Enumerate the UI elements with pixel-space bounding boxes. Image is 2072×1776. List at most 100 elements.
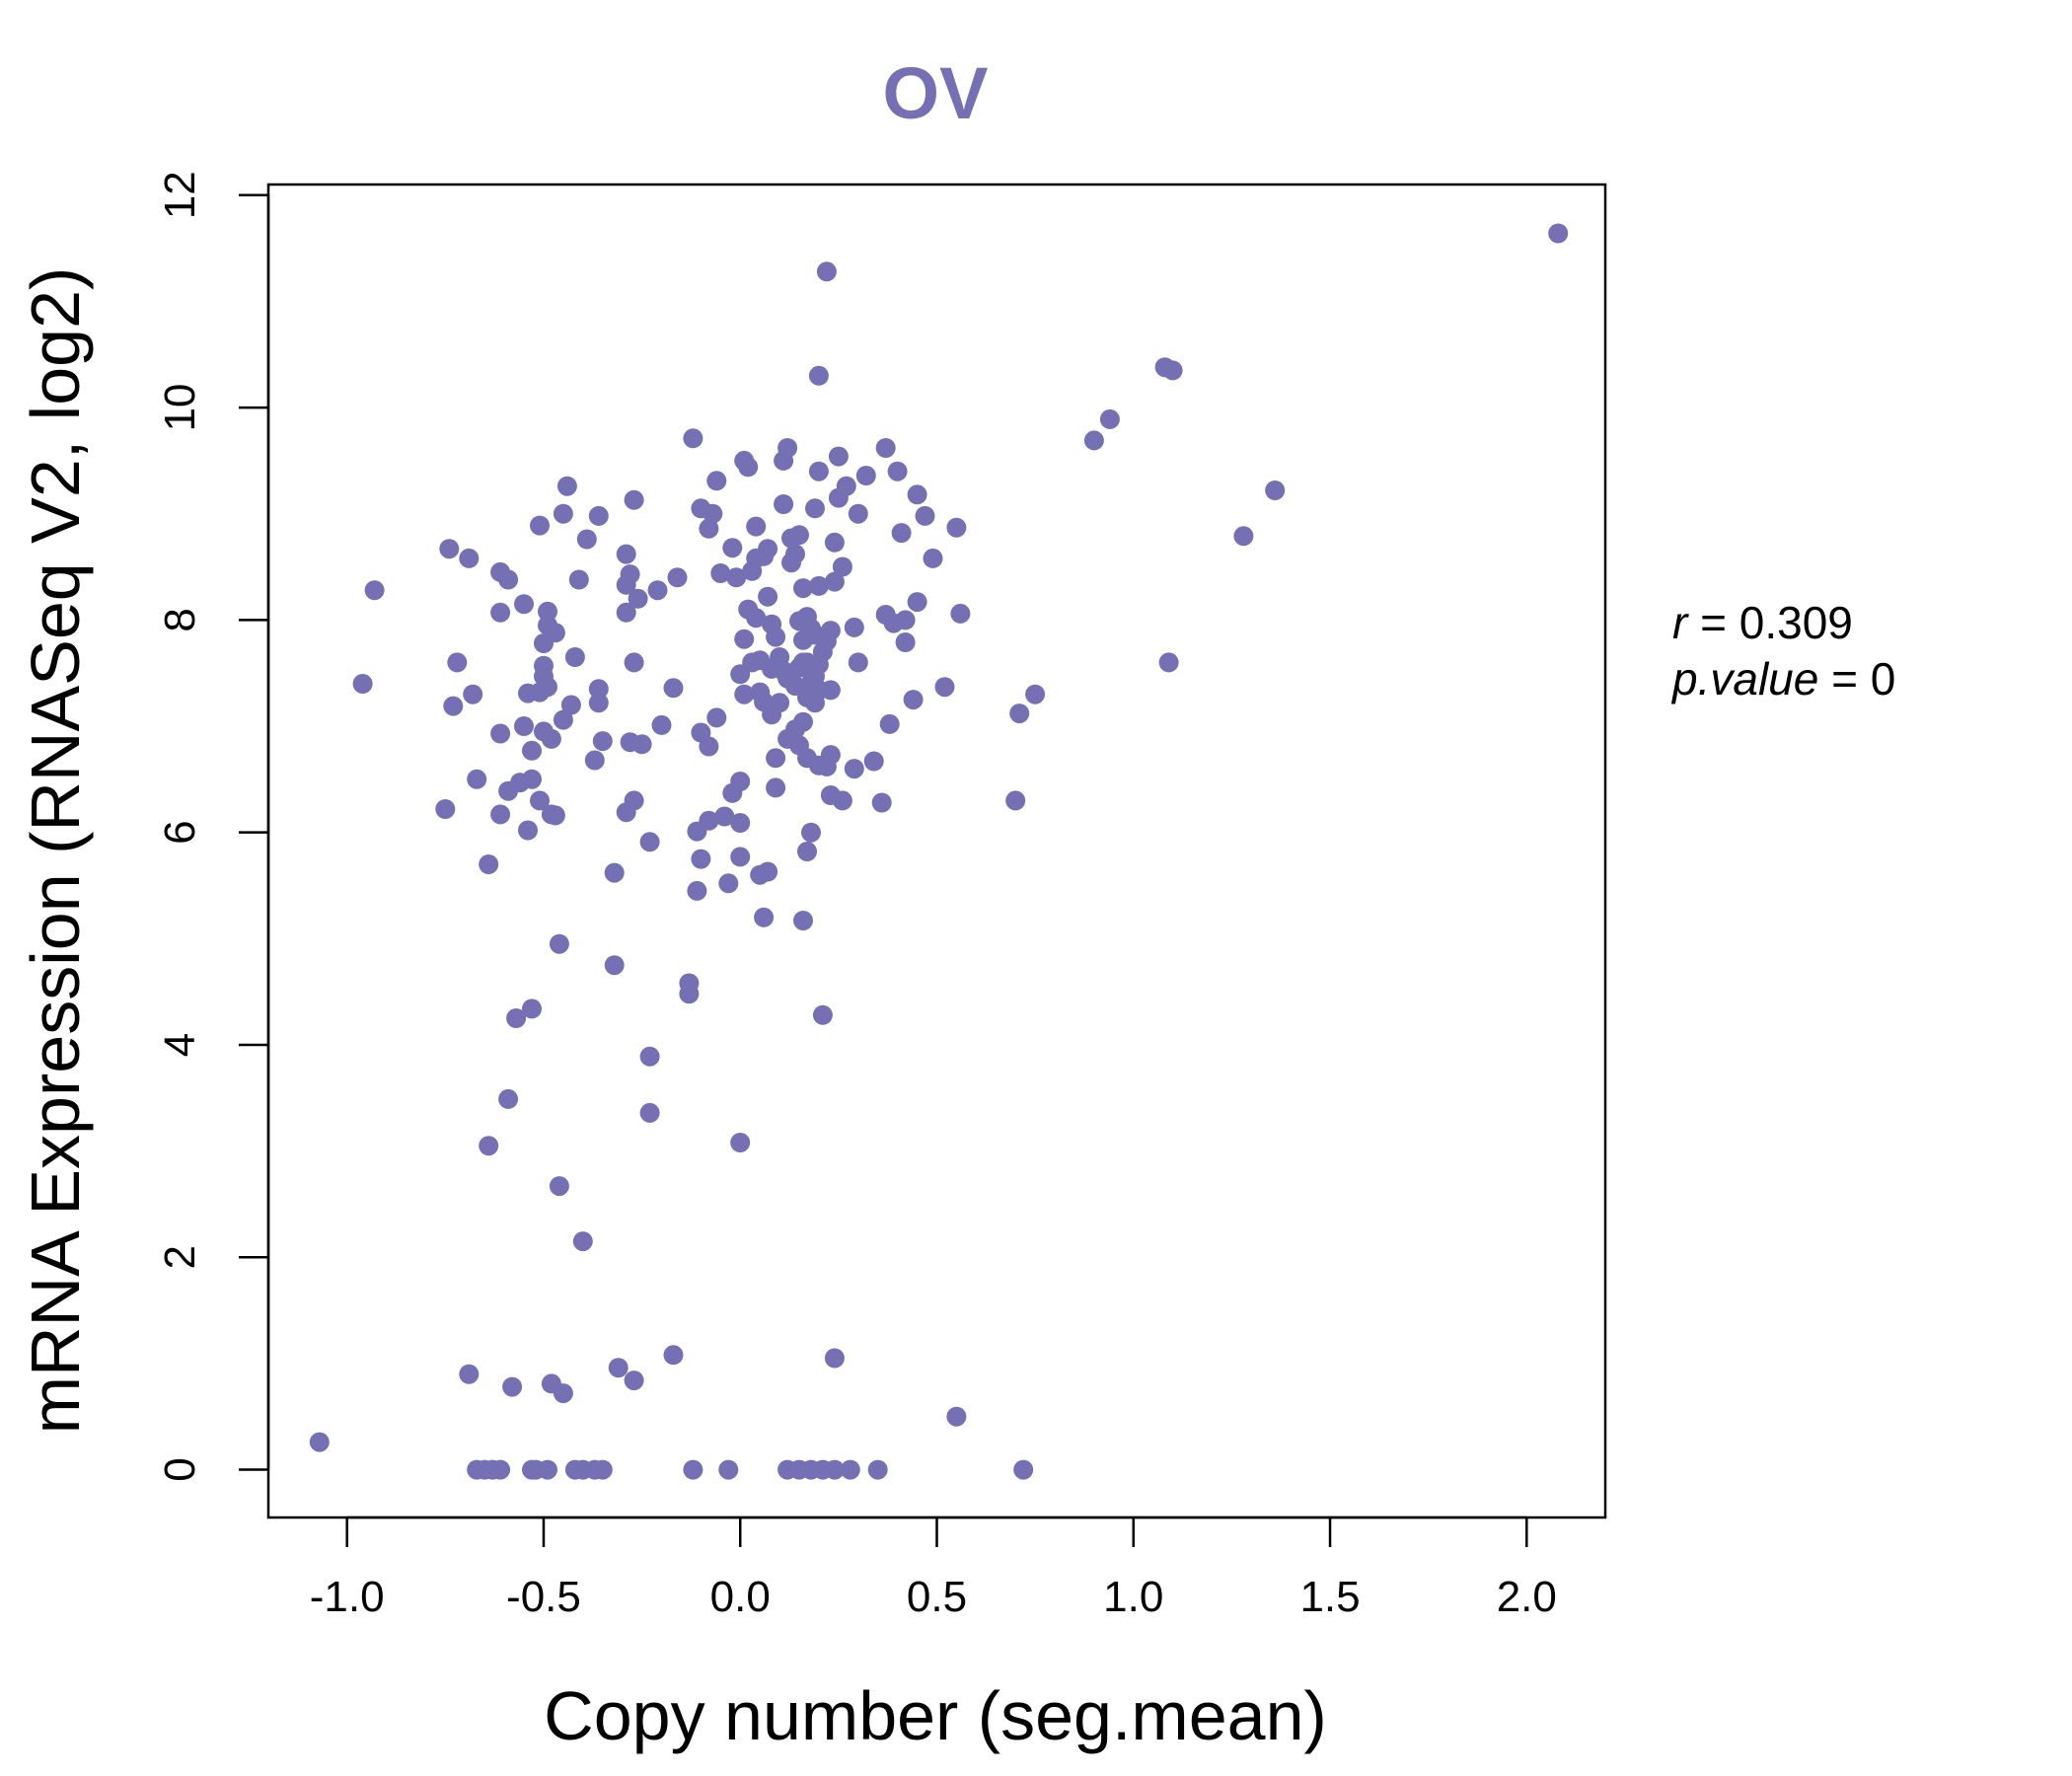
plot-frame (266, 183, 1607, 1519)
data-point (439, 539, 460, 559)
data-point (490, 1459, 511, 1480)
data-point (683, 428, 703, 449)
data-point (824, 571, 845, 592)
data-point (946, 1406, 967, 1427)
data-point (808, 365, 829, 386)
data-point (770, 693, 790, 713)
data-point (679, 984, 700, 1004)
data-point (805, 498, 825, 519)
data-point (647, 580, 668, 601)
data-point (352, 674, 373, 694)
data-point (766, 777, 786, 798)
y-tick-label: 12 (156, 171, 204, 219)
data-point (1158, 652, 1179, 673)
data-point (895, 610, 916, 630)
data-point (730, 847, 751, 867)
data-point (879, 713, 900, 734)
data-point (545, 805, 565, 826)
data-point (793, 711, 813, 732)
data-point (663, 678, 684, 699)
data-point (620, 564, 640, 585)
p-value-stat: p.value = 0 (1670, 653, 1895, 704)
data-point (726, 567, 747, 588)
data-point (734, 684, 755, 704)
data-point (718, 873, 739, 894)
data-point (824, 1348, 845, 1369)
data-point (592, 1459, 613, 1480)
data-point (624, 790, 644, 811)
data-point (1025, 684, 1046, 704)
y-axis: 0 2 4 6 8 10 12 (156, 171, 270, 1482)
data-point (848, 652, 868, 673)
data-point (808, 575, 829, 596)
data-point (710, 563, 731, 583)
data-point (950, 603, 971, 624)
correlation-stat: r = 0.309 (1672, 597, 1853, 648)
data-point (459, 548, 480, 568)
data-point (624, 1370, 644, 1391)
data-point (754, 907, 775, 927)
data-points (309, 223, 1569, 1480)
data-point (624, 489, 644, 510)
data-point (639, 1046, 660, 1067)
data-point (514, 594, 534, 615)
data-point (467, 769, 487, 789)
data-point (871, 792, 892, 813)
x-axis: -1.0 -0.5 0.0 0.5 1.0 1.5 2.0 (310, 1516, 1557, 1621)
data-point (490, 602, 511, 623)
data-point (730, 772, 751, 791)
data-point (498, 1088, 519, 1109)
data-point (758, 861, 778, 882)
y-tick-label: 8 (156, 608, 204, 631)
data-point (538, 1459, 557, 1480)
data-point (628, 588, 648, 609)
data-point (730, 813, 751, 833)
data-point (309, 1432, 330, 1452)
y-tick-label: 4 (156, 1033, 204, 1057)
x-tick-label: -0.5 (506, 1573, 581, 1621)
data-point (518, 820, 538, 841)
data-point (553, 709, 573, 730)
data-point (490, 804, 511, 825)
data-point (616, 602, 636, 623)
data-point (631, 734, 652, 755)
data-point (797, 842, 817, 861)
data-point (867, 1459, 888, 1480)
data-point (1265, 481, 1286, 500)
data-point (844, 759, 864, 779)
data-point (1083, 430, 1104, 451)
data-point (588, 693, 609, 713)
data-point (758, 586, 778, 607)
data-point (592, 731, 613, 752)
data-point (639, 1102, 660, 1123)
x-tick-label: -1.0 (310, 1573, 385, 1621)
data-point (463, 684, 483, 704)
data-point (443, 696, 464, 716)
data-point (1005, 790, 1026, 811)
data-point (545, 623, 565, 643)
data-point (576, 529, 597, 550)
data-point (538, 677, 557, 698)
data-point (722, 538, 743, 558)
data-point (808, 461, 829, 481)
data-point (624, 652, 644, 673)
data-point (840, 1459, 860, 1480)
data-point (549, 1176, 569, 1197)
data-point (746, 516, 767, 537)
data-point (522, 769, 542, 789)
data-point (604, 862, 625, 883)
data-point (824, 1459, 845, 1480)
y-tick-label: 0 (156, 1457, 204, 1481)
data-point (522, 999, 542, 1019)
data-point (703, 503, 723, 524)
x-tick-label: 0.5 (907, 1573, 967, 1621)
chart-title: OV (883, 52, 989, 134)
data-point (699, 518, 719, 539)
data-point (572, 1231, 593, 1252)
data-point (820, 621, 841, 641)
data-point (498, 569, 519, 590)
x-tick-label: 2.0 (1497, 1573, 1557, 1621)
data-point (564, 647, 585, 667)
data-point (801, 822, 821, 843)
data-point (793, 578, 813, 599)
